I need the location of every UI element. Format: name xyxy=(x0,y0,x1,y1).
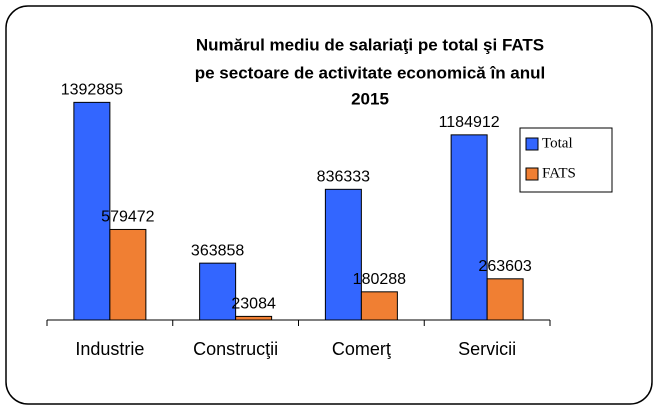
x-tick-label: Industrie xyxy=(75,339,144,359)
data-label: 23084 xyxy=(231,296,276,313)
legend-label: Total xyxy=(542,135,573,151)
data-label: 579472 xyxy=(101,209,154,226)
bar xyxy=(486,278,524,321)
legend-swatch xyxy=(525,137,539,151)
bar xyxy=(109,228,147,321)
bar xyxy=(235,315,273,321)
x-tick-label: Servicii xyxy=(458,339,516,359)
legend-label: FATS xyxy=(542,165,576,181)
x-tick-label: Construcţii xyxy=(193,339,278,359)
chart-title: Numărul mediu de salariaţi pe total şi F… xyxy=(196,35,544,54)
data-label: 836333 xyxy=(317,169,370,186)
chart-title: 2015 xyxy=(351,89,389,108)
chart-title: pe sectoare de activitate economică în a… xyxy=(195,63,546,82)
bar xyxy=(450,134,488,321)
data-label: 180288 xyxy=(353,271,406,288)
data-label: 1184912 xyxy=(439,114,500,131)
bar xyxy=(360,291,398,321)
legend-swatch xyxy=(525,167,539,181)
bar xyxy=(199,262,237,321)
bar xyxy=(73,101,111,321)
bar xyxy=(324,188,362,321)
x-tick-label: Comerţ xyxy=(332,339,391,359)
data-label: 363858 xyxy=(191,242,244,259)
data-label: 1392885 xyxy=(61,82,123,99)
data-label: 263603 xyxy=(478,258,531,275)
